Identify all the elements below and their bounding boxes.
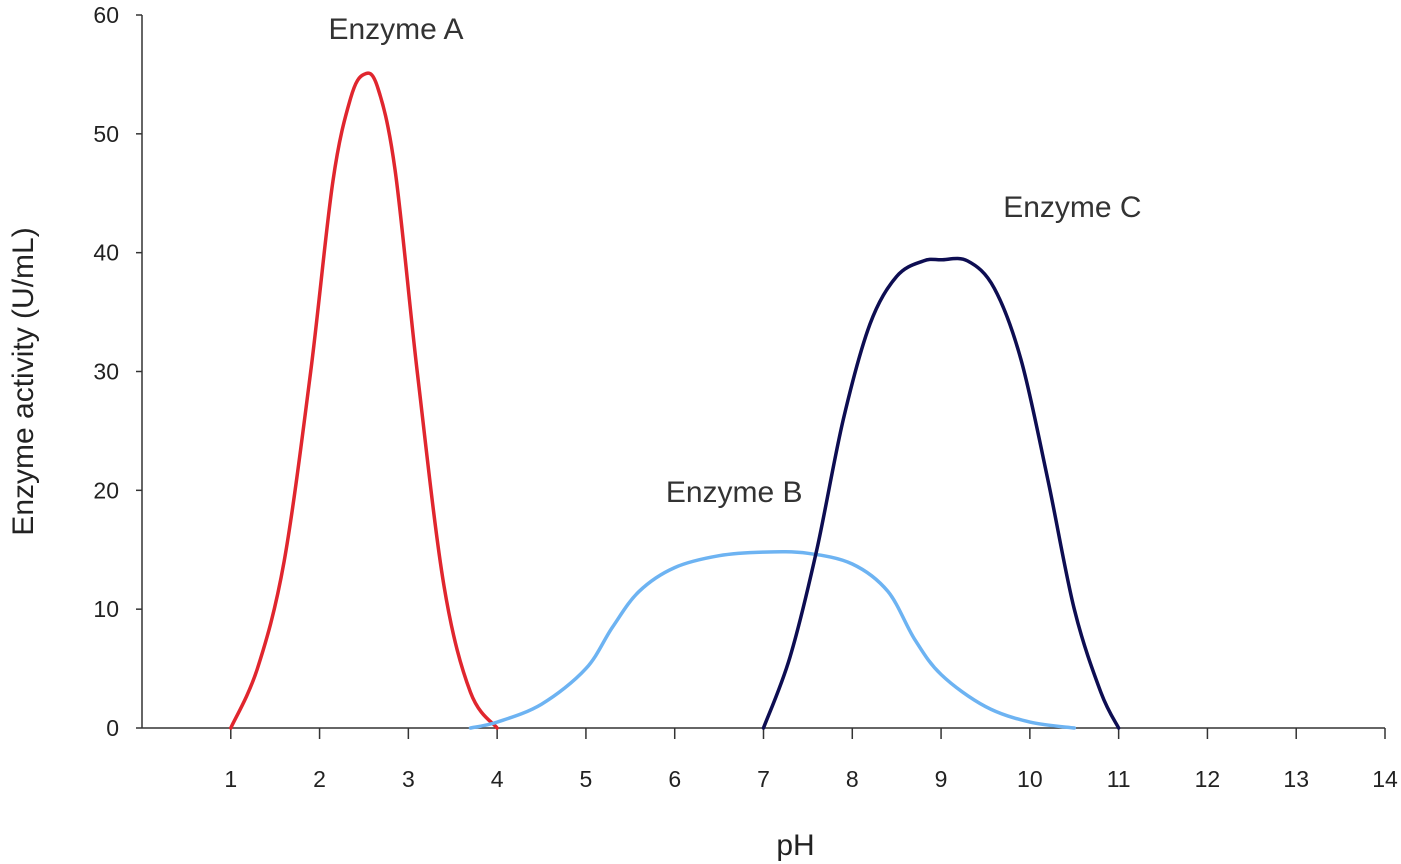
- series-label-enzyme-b: Enzyme B: [666, 476, 803, 509]
- x-tick-label: 5: [580, 766, 593, 792]
- x-axis-title: pH: [776, 829, 814, 862]
- x-tick-label: 9: [935, 766, 948, 792]
- y-axis-title: Enzyme activity (U/mL): [7, 227, 40, 535]
- x-tick-label: 11: [1107, 766, 1131, 792]
- y-tick-label: 40: [93, 240, 119, 266]
- y-tick-label: 20: [93, 477, 119, 503]
- y-tick-label: 50: [93, 121, 119, 147]
- x-tick-label: 4: [491, 766, 504, 792]
- series-line-enzyme-c: [761, 256, 1121, 730]
- series-line-enzyme-a: [229, 71, 499, 730]
- x-tick-label: 8: [846, 766, 859, 792]
- x-tick-label: 10: [1017, 766, 1043, 792]
- y-tick-label: 60: [93, 2, 119, 28]
- y-tick-label: 0: [106, 715, 119, 741]
- series-label-enzyme-a: Enzyme A: [328, 13, 463, 46]
- x-tick-label: 6: [668, 766, 681, 792]
- y-tick-label: 10: [93, 596, 119, 622]
- x-tick-label: 7: [757, 766, 770, 792]
- x-tick-label: 1: [224, 766, 237, 792]
- y-tick-label: 30: [93, 359, 119, 385]
- x-tick-label: 2: [313, 766, 326, 792]
- x-tick-label: 12: [1195, 766, 1221, 792]
- x-tick-label: 14: [1372, 766, 1398, 792]
- series-label-enzyme-c: Enzyme C: [1003, 191, 1141, 224]
- x-tick-label: 3: [402, 766, 415, 792]
- series-line-enzyme-b: [468, 550, 1077, 730]
- x-tick-label: 13: [1283, 766, 1309, 792]
